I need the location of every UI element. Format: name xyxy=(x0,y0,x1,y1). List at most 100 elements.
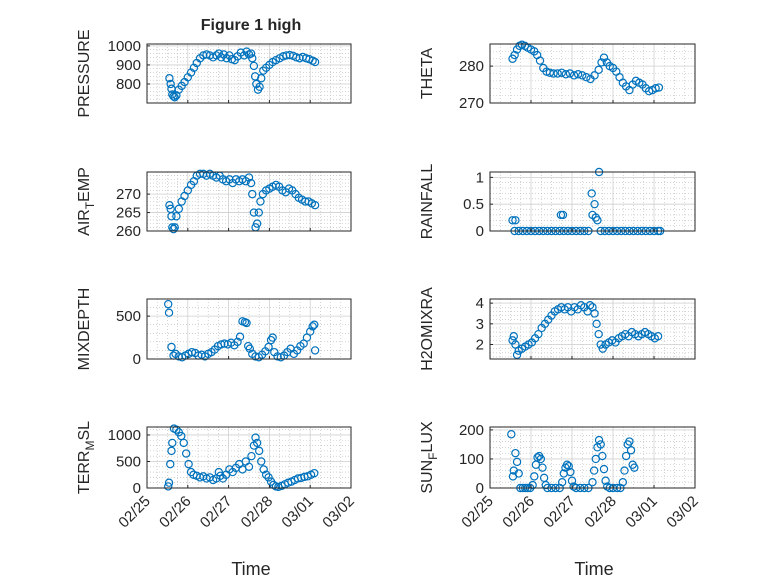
data-point xyxy=(590,199,599,209)
axes-box xyxy=(489,43,696,104)
data-point xyxy=(573,70,583,79)
data-point xyxy=(259,66,268,75)
axes-box xyxy=(146,298,352,360)
data-point xyxy=(566,467,575,477)
data-point xyxy=(249,208,259,217)
data-point xyxy=(264,473,273,482)
data-point xyxy=(558,210,568,220)
data-point xyxy=(621,451,631,461)
y-axis-label: MIXDEPTH xyxy=(76,288,93,371)
y-tick-label: 200 xyxy=(459,422,484,439)
data-point xyxy=(252,219,262,228)
data-point xyxy=(186,68,196,77)
data-point xyxy=(199,51,208,60)
y-axis-label: SUNFLUX xyxy=(419,421,440,494)
y-tick-label: 0 xyxy=(476,480,484,497)
data-point xyxy=(590,71,599,80)
y-tick-label: 3 xyxy=(476,316,484,333)
data-point xyxy=(164,308,174,317)
data-point xyxy=(242,318,251,328)
x-tick-label: 03/02 xyxy=(319,493,358,532)
data-point xyxy=(306,327,315,336)
data-point xyxy=(598,451,607,461)
data-point xyxy=(187,347,197,357)
data-point xyxy=(553,69,562,78)
data-point xyxy=(538,463,547,472)
x-tick-label: 02/26 xyxy=(156,493,195,532)
x-axis-label-left: Time xyxy=(231,559,270,579)
data-point xyxy=(247,451,256,461)
y-tick-label: 2 xyxy=(476,337,484,354)
data-point xyxy=(257,74,266,83)
data-point xyxy=(165,74,174,83)
data-point xyxy=(252,438,262,448)
x-axis-label-right: Time xyxy=(574,559,613,579)
data-point xyxy=(248,189,257,199)
data-point xyxy=(593,216,602,225)
data-point xyxy=(248,54,257,63)
y-axis-label-suffix: LUX xyxy=(419,421,436,452)
data-point xyxy=(217,53,226,62)
axes-box xyxy=(146,43,352,104)
data-point xyxy=(557,477,567,487)
data-point xyxy=(630,463,639,472)
data-point xyxy=(168,90,177,99)
data-point xyxy=(170,93,179,102)
data-point xyxy=(222,54,231,63)
data-point xyxy=(654,83,664,92)
data-point xyxy=(310,320,319,329)
subplot-h2omixra: 2 3 4 H2OMIXRA xyxy=(419,287,696,371)
data-point xyxy=(507,430,516,439)
subplot-pressure: 800 900 1000 PRESSURE xyxy=(76,29,352,118)
y-tick-label: 260 xyxy=(116,223,141,240)
data-point xyxy=(618,477,628,487)
data-point xyxy=(235,332,245,341)
axes-box xyxy=(146,171,352,232)
data-point xyxy=(582,72,591,82)
axes-box xyxy=(489,171,696,232)
y-tick-label: 265 xyxy=(116,205,141,222)
data-point xyxy=(510,50,519,60)
data-point xyxy=(214,467,224,477)
data-point xyxy=(166,459,175,469)
y-tick-label: 0 xyxy=(133,480,141,497)
y-tick-label: 500 xyxy=(116,308,141,325)
data-point xyxy=(597,58,606,67)
data-point xyxy=(626,446,636,455)
data-point xyxy=(585,301,595,310)
data-point xyxy=(590,309,599,318)
y-axis-label-suffix: SL xyxy=(76,421,93,441)
y-tick-label: 0.5 xyxy=(463,196,484,213)
data-point xyxy=(508,336,517,345)
x-tick-label: 02/25 xyxy=(458,493,497,532)
y-axis-label: H2OMIXRA xyxy=(419,287,436,371)
y-tick-label: 0 xyxy=(476,223,484,240)
data-point xyxy=(596,340,605,349)
y-tick-label: 800 xyxy=(116,76,141,93)
data-point xyxy=(174,204,184,214)
data-point xyxy=(167,212,176,221)
data-point xyxy=(244,462,254,471)
data-point xyxy=(620,466,629,475)
data-point xyxy=(189,63,199,72)
y-tick-label: 1000 xyxy=(108,427,141,444)
data-point xyxy=(242,47,251,56)
data-point xyxy=(530,472,539,481)
y-axis-label-main: SUN xyxy=(419,460,436,494)
x-tick-label: 03/01 xyxy=(622,493,661,532)
data-point xyxy=(512,350,522,360)
x-tick-label: 02/28 xyxy=(238,493,277,532)
data-point xyxy=(514,469,523,478)
data-point xyxy=(589,466,599,475)
data-point xyxy=(245,344,255,353)
data-point xyxy=(594,435,604,445)
data-point xyxy=(251,433,260,442)
data-point xyxy=(528,480,537,490)
data-point xyxy=(310,468,319,478)
x-tick-label: 03/01 xyxy=(278,493,317,532)
x-tick-label: 02/28 xyxy=(581,493,620,532)
y-axis-label-main: TERR xyxy=(76,451,93,495)
data-point xyxy=(233,337,242,347)
